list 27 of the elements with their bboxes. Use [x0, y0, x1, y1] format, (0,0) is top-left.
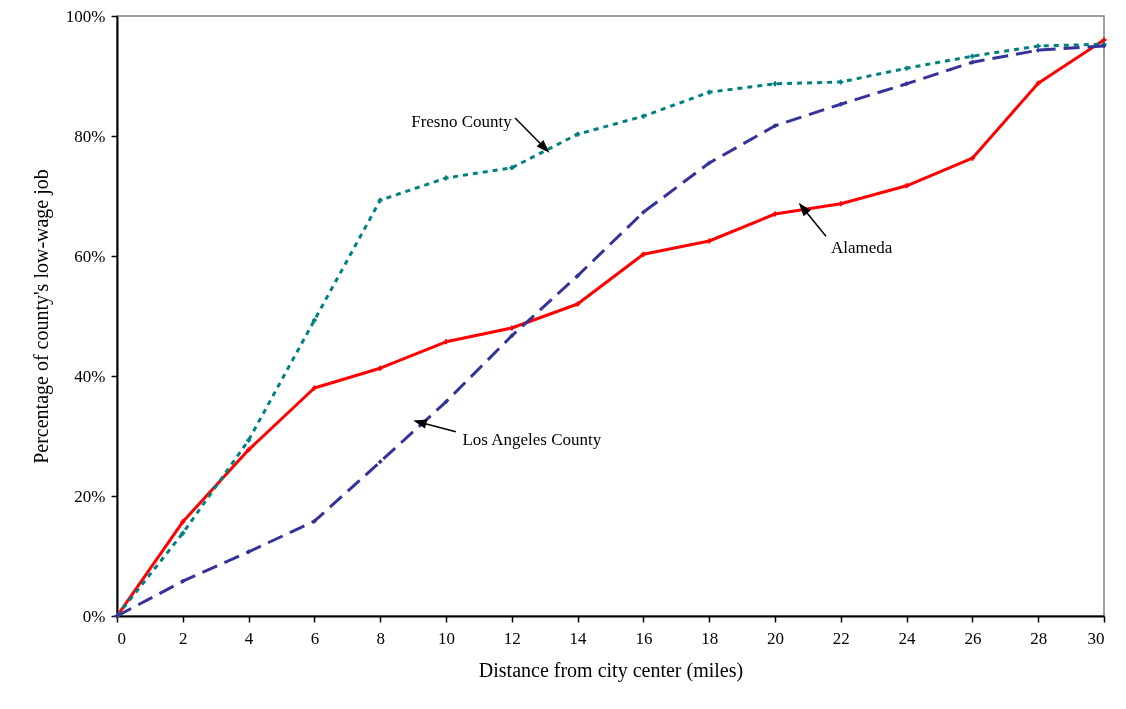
x-tick-label: 30: [1087, 628, 1105, 648]
series-label: Alameda: [830, 238, 893, 258]
x-axis-title: Distance from city center (miles): [478, 658, 744, 682]
x-tick-label: 24: [898, 628, 917, 648]
y-tick-label: 0%: [82, 606, 106, 626]
y-axis-title: Percentage of county's low-wage job: [29, 169, 53, 464]
series-label: Fresno County: [411, 112, 513, 132]
x-tick-label: 8: [376, 628, 385, 648]
x-tick-label: 4: [244, 628, 254, 648]
x-tick-label: 0: [117, 628, 126, 648]
y-tick-label: 80%: [74, 126, 106, 146]
x-tick-label: 22: [832, 628, 850, 648]
x-tick-label: 6: [310, 628, 320, 648]
x-tick-label: 16: [635, 628, 653, 648]
x-tick-label: 10: [438, 628, 455, 648]
x-tick-label: 2: [179, 628, 188, 648]
y-tick-label: 60%: [74, 246, 106, 266]
y-tick-label: 100%: [65, 6, 106, 26]
x-tick-label: 26: [964, 628, 982, 648]
y-tick-label: 20%: [74, 486, 106, 506]
x-tick-label: 28: [1030, 628, 1048, 648]
x-tick-label: 12: [503, 628, 521, 648]
x-tick-label: 18: [701, 628, 719, 648]
x-tick-label: 20: [767, 628, 784, 648]
y-tick-label: 40%: [74, 366, 106, 386]
series-label: Los Angeles County: [462, 430, 602, 450]
x-tick-label: 14: [569, 628, 588, 648]
